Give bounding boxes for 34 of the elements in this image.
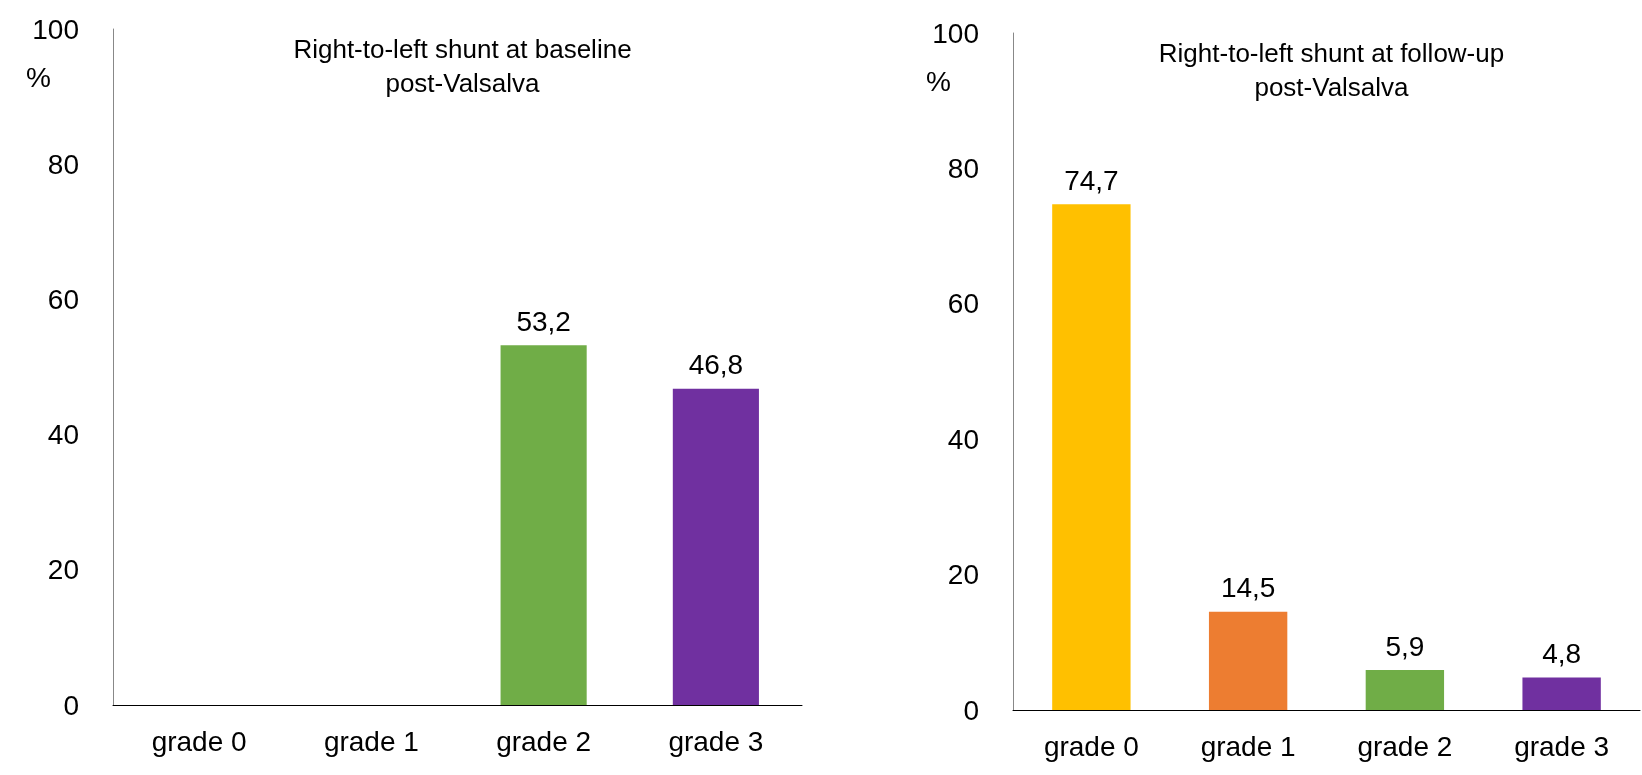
x-tick-label: grade 0 [151,725,247,757]
y-tick-label: 80 [947,152,979,184]
text: Right-to-left shunt at baseline post-Valsalva [293,34,632,98]
y-tick-label: 100 [32,13,79,45]
y-tick-label: 80 [47,148,79,180]
x-tick-label: grade 2 [496,725,592,757]
x-tick-label: grade 3 [1514,730,1610,762]
y-axis-title: % [26,61,51,93]
y-tick-label: 20 [47,554,79,586]
y-tick-label: 60 [47,283,79,315]
y-tick-label: 40 [947,423,979,455]
data-label: 46,8 [688,349,744,381]
bar [1052,204,1131,710]
x-tick-label: grade 1 [323,725,419,757]
text: Right-to-left shunt at follow-up post-Valsalva [1158,38,1505,102]
y-axis-title: % [926,65,951,97]
bar [1365,670,1445,710]
x-tick-label: grade 1 [1200,730,1296,762]
y-tick-label: 40 [47,419,79,451]
bar [1522,677,1601,710]
bar [1208,611,1288,710]
y-tick-label: 100 [932,17,979,49]
data-label: 53,2 [516,305,571,337]
data-label: 5,9 [1385,630,1425,662]
x-tick-label: grade 3 [668,725,764,757]
y-tick-label: 0 [63,689,79,721]
x-tick-label: grade 2 [1357,730,1453,762]
y-tick-label: 20 [947,559,979,591]
data-label: 14,5 [1220,572,1276,604]
y-tick-label: 60 [947,288,979,320]
data-label: 4,8 [1542,638,1582,669]
y-tick-label: 0 [963,694,979,726]
data-label: 74,7 [1064,164,1119,196]
x-tick-label: grade 0 [1043,730,1139,762]
